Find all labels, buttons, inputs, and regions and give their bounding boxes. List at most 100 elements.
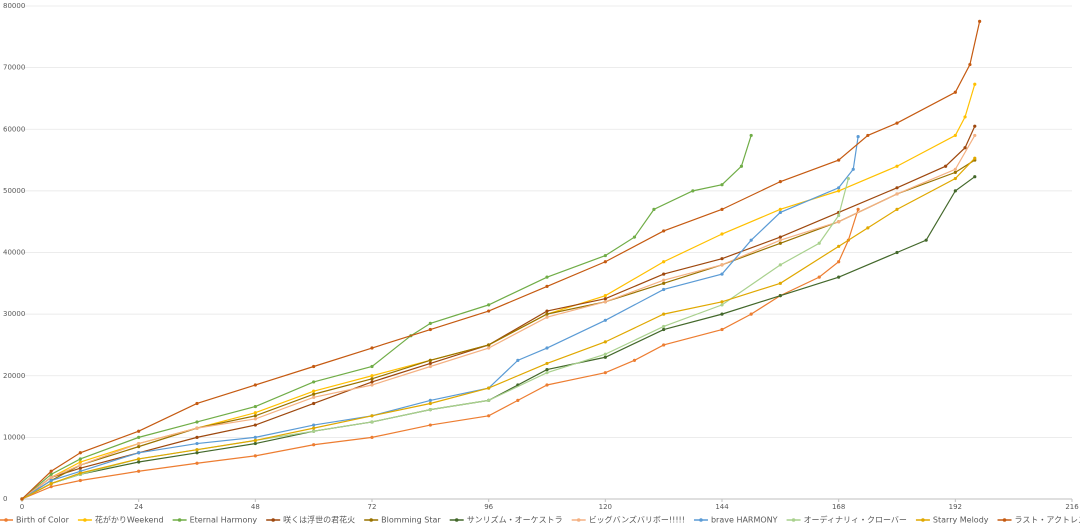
point bbox=[545, 371, 549, 375]
point bbox=[978, 19, 982, 24]
legend-marker bbox=[576, 518, 581, 522]
y-tick-label: 0 bbox=[3, 495, 7, 503]
point bbox=[603, 340, 607, 344]
point bbox=[487, 303, 491, 307]
point bbox=[720, 312, 724, 316]
point bbox=[778, 238, 782, 242]
point bbox=[370, 383, 374, 387]
x-tick-label: 96 bbox=[484, 503, 493, 511]
point bbox=[137, 429, 141, 433]
point bbox=[739, 164, 744, 168]
point bbox=[720, 300, 724, 304]
point bbox=[487, 398, 491, 402]
legend-marker bbox=[699, 518, 703, 522]
y-tick-label: 80000 bbox=[3, 2, 25, 10]
point bbox=[370, 364, 374, 369]
point bbox=[851, 167, 855, 171]
point bbox=[720, 263, 724, 267]
legend-label: 花がかりWeekend bbox=[95, 515, 164, 525]
point bbox=[312, 392, 316, 396]
point bbox=[817, 241, 821, 245]
point bbox=[370, 414, 374, 418]
point bbox=[720, 272, 724, 276]
point bbox=[603, 297, 607, 301]
point bbox=[953, 167, 957, 171]
point bbox=[973, 124, 977, 128]
legend-label: Eternal Harmony bbox=[190, 516, 258, 525]
point bbox=[312, 429, 316, 433]
point bbox=[924, 238, 928, 242]
point bbox=[253, 423, 257, 427]
point bbox=[545, 309, 549, 313]
point bbox=[895, 186, 899, 190]
point bbox=[49, 478, 53, 483]
point bbox=[662, 312, 666, 316]
point bbox=[428, 358, 432, 362]
point bbox=[837, 244, 841, 248]
point bbox=[545, 361, 549, 366]
point bbox=[662, 327, 666, 332]
point bbox=[545, 312, 549, 316]
point bbox=[370, 435, 374, 439]
point bbox=[370, 374, 374, 378]
point bbox=[78, 460, 82, 464]
point bbox=[516, 358, 520, 362]
point bbox=[603, 294, 607, 298]
series-line bbox=[21, 136, 859, 500]
x-tick-label: 168 bbox=[832, 503, 845, 511]
point bbox=[195, 401, 199, 406]
x-tick-label: 0 bbox=[20, 503, 24, 511]
point bbox=[720, 257, 724, 261]
point bbox=[487, 309, 491, 313]
x-tick-label: 144 bbox=[715, 503, 729, 511]
legend-marker bbox=[921, 518, 925, 522]
point bbox=[953, 176, 957, 181]
point bbox=[253, 404, 257, 409]
point bbox=[662, 229, 666, 233]
point bbox=[632, 358, 637, 362]
point bbox=[428, 321, 432, 325]
point bbox=[749, 312, 753, 316]
point bbox=[516, 398, 520, 402]
point bbox=[312, 395, 316, 399]
point bbox=[253, 454, 257, 458]
point bbox=[778, 207, 782, 211]
point bbox=[603, 352, 607, 356]
point bbox=[837, 158, 841, 162]
point bbox=[195, 451, 199, 455]
point bbox=[778, 263, 782, 267]
point bbox=[487, 386, 491, 390]
legend-marker bbox=[83, 518, 87, 522]
point bbox=[370, 377, 374, 381]
point bbox=[837, 260, 841, 264]
point bbox=[49, 485, 53, 489]
point bbox=[662, 287, 666, 292]
series-line bbox=[21, 21, 981, 500]
series-line bbox=[21, 209, 859, 500]
point bbox=[778, 180, 782, 184]
point bbox=[253, 438, 257, 443]
y-tick-label: 30000 bbox=[3, 310, 25, 318]
point bbox=[720, 303, 724, 307]
point bbox=[195, 441, 199, 446]
point bbox=[428, 398, 432, 402]
point bbox=[895, 164, 899, 168]
point bbox=[137, 435, 141, 439]
point bbox=[652, 207, 656, 211]
legend-label: Birth of Color bbox=[16, 516, 70, 525]
legend-marker bbox=[4, 518, 8, 522]
point bbox=[253, 417, 257, 421]
x-tick-label: 192 bbox=[949, 503, 962, 511]
legend-label: 咲くは浮世の君花火 bbox=[283, 515, 355, 525]
point bbox=[428, 401, 432, 406]
x-tick-label: 72 bbox=[368, 503, 377, 511]
point bbox=[973, 175, 977, 179]
y-tick-label: 10000 bbox=[3, 433, 25, 441]
point bbox=[691, 189, 695, 193]
point bbox=[312, 423, 316, 427]
point bbox=[603, 355, 607, 359]
point bbox=[253, 414, 257, 418]
point bbox=[487, 346, 491, 350]
